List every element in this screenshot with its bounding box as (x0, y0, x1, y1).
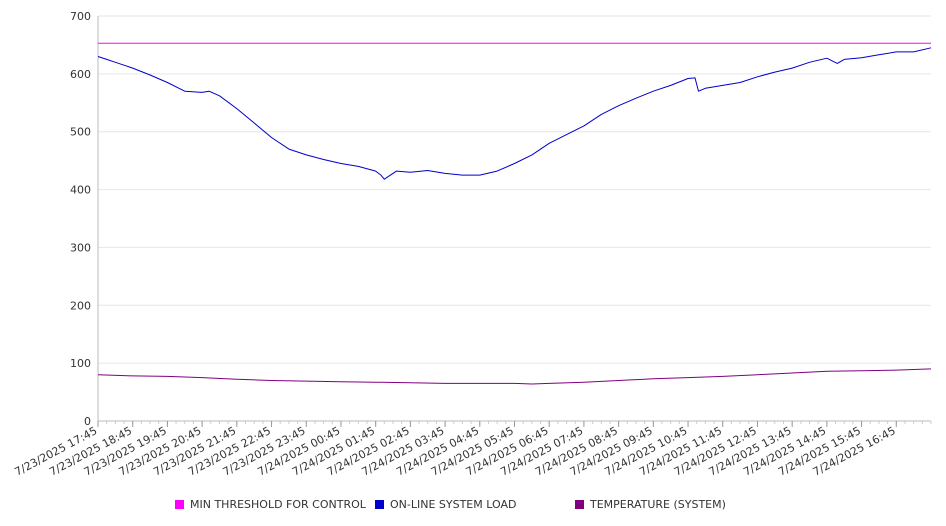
legend-label-system-load: ON-LINE SYSTEM LOAD (390, 498, 517, 511)
y-tick-label: 500 (70, 126, 91, 139)
legend-label-threshold: MIN THRESHOLD FOR CONTROL (190, 498, 366, 511)
legend-item-system-load[interactable]: ON-LINE SYSTEM LOAD (375, 498, 516, 511)
system-load-line (97, 47, 932, 180)
y-tick-label: 600 (70, 68, 91, 81)
temperature-line (97, 368, 932, 385)
legend-swatch-threshold (175, 500, 184, 509)
y-tick-label: 200 (70, 299, 91, 312)
legend: MIN THRESHOLD FOR CONTROL ON-LINE SYSTEM… (0, 498, 946, 514)
y-tick-label: 300 (70, 241, 91, 254)
legend-swatch-system-load (375, 500, 384, 509)
y-axis-ticks: 0 100 200 300 400 500 600 700 (70, 10, 91, 428)
y-tick-label: 100 (70, 357, 91, 370)
series-lines (97, 42, 932, 385)
x-axis-ticks: 7/23/2025 17:457/23/2025 18:457/23/2025 … (12, 421, 898, 479)
legend-label-temperature: TEMPERATURE (SYSTEM) (590, 498, 726, 511)
grid-lines (98, 15, 931, 364)
legend-swatch-temperature (575, 500, 584, 509)
legend-item-temperature[interactable]: TEMPERATURE (SYSTEM) (575, 498, 726, 511)
y-tick-label: 700 (70, 10, 91, 23)
legend-item-threshold[interactable]: MIN THRESHOLD FOR CONTROL (175, 498, 366, 511)
y-tick-label: 400 (70, 184, 91, 197)
y-tick-label: 0 (84, 415, 91, 428)
